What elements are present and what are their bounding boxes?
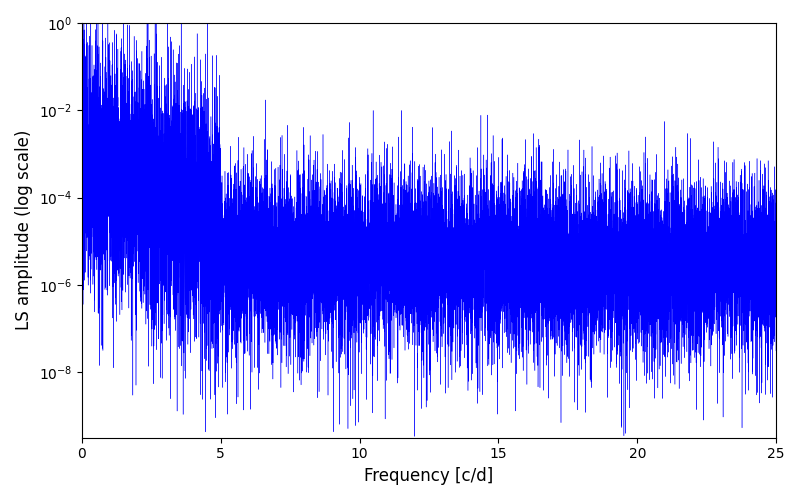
X-axis label: Frequency [c/d]: Frequency [c/d] bbox=[364, 467, 494, 485]
Y-axis label: LS amplitude (log scale): LS amplitude (log scale) bbox=[15, 130, 33, 330]
